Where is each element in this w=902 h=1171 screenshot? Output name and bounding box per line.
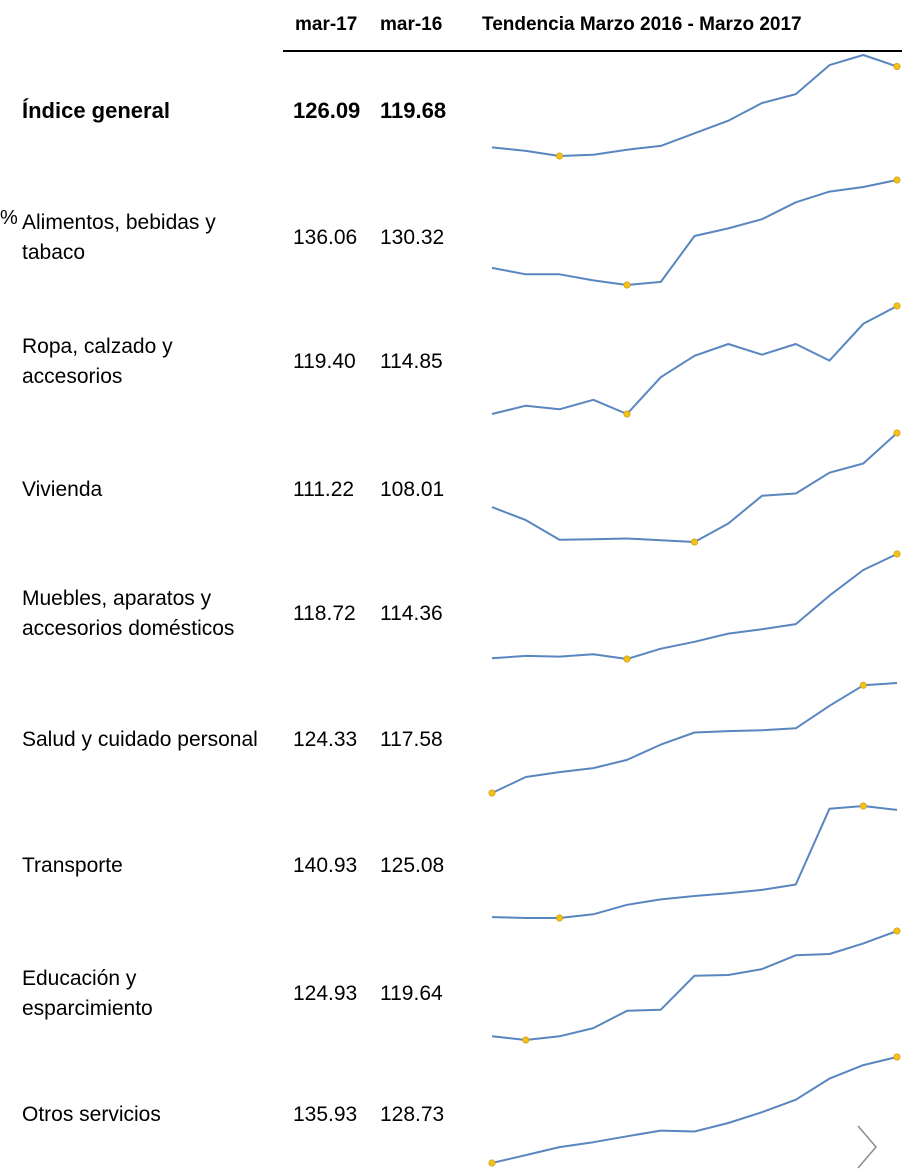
value-mar16: 117.58 <box>380 728 443 751</box>
header-trend: Tendencia Marzo 2016 - Marzo 2017 <box>482 14 802 35</box>
value-mar17: 136.06 <box>293 226 358 249</box>
value-mar17: 124.93 <box>293 982 358 1005</box>
value-mar17: 111.22 <box>293 478 355 501</box>
value-mar17: 126.09 <box>293 98 361 123</box>
trend-max-point <box>893 1053 901 1061</box>
trend-line <box>491 930 898 1041</box>
value-mar17: 119.40 <box>293 350 356 373</box>
trend-line <box>491 305 898 415</box>
value-mar16: 128.73 <box>380 1103 445 1126</box>
value-mar16: 114.36 <box>380 602 443 625</box>
value-mar17: 124.33 <box>293 728 358 751</box>
trend-max-point <box>893 176 901 184</box>
trend-min-point <box>488 1159 496 1167</box>
row-label: Muebles, aparatos y accesorios doméstico… <box>22 587 235 640</box>
value-mar17: 140.93 <box>293 854 358 877</box>
value-mar16: 125.08 <box>380 854 445 877</box>
trend-min-point <box>555 152 563 160</box>
header-rule <box>283 50 902 52</box>
trend-min-point <box>623 655 631 663</box>
header-mar16: mar-16 <box>380 14 443 35</box>
trend-min-point <box>623 410 631 418</box>
row-label: Índice general <box>22 98 170 123</box>
trend-min-point <box>623 281 631 289</box>
trend-min-point <box>690 538 698 546</box>
value-mar17: 118.72 <box>293 602 356 625</box>
row-label: Vivienda <box>22 478 103 501</box>
row-label: Ropa, calzado y accesorios <box>22 335 173 388</box>
row-label: Salud y cuidado personal <box>22 728 258 751</box>
trend-line <box>491 179 898 286</box>
trend-max-point <box>859 802 867 810</box>
trend-max-point <box>893 429 901 437</box>
stray-percent: % <box>0 207 18 229</box>
value-mar16: 114.85 <box>380 350 443 373</box>
trend-min-point <box>555 914 563 922</box>
trend-max-point <box>893 550 901 558</box>
trend-min-point <box>522 1036 530 1044</box>
value-mar16: 108.01 <box>380 478 445 501</box>
row-label: Transporte <box>22 854 123 877</box>
trend-line <box>491 553 898 660</box>
value-mar17: 135.93 <box>293 1103 358 1126</box>
value-mar16: 119.68 <box>380 98 447 123</box>
trend-min-point <box>488 789 496 797</box>
trend-max-point <box>893 927 901 935</box>
trend-max-point <box>893 302 901 310</box>
value-mar16: 130.32 <box>380 226 445 249</box>
trend-max-point <box>893 62 901 70</box>
row-label: Otros servicios <box>22 1103 161 1126</box>
trend-line <box>491 432 898 543</box>
trend-line <box>491 1056 898 1164</box>
trend-line <box>491 805 898 919</box>
trend-line <box>491 682 898 794</box>
row-label: Educación y esparcimiento <box>22 967 153 1020</box>
value-mar16: 119.64 <box>380 982 443 1005</box>
header-mar17: mar-17 <box>295 14 358 35</box>
chevron-right-icon[interactable] <box>852 1124 882 1170</box>
trend-max-point <box>859 681 867 689</box>
trend-line <box>491 54 898 157</box>
row-label: Alimentos, bebidas y tabaco <box>22 211 216 264</box>
